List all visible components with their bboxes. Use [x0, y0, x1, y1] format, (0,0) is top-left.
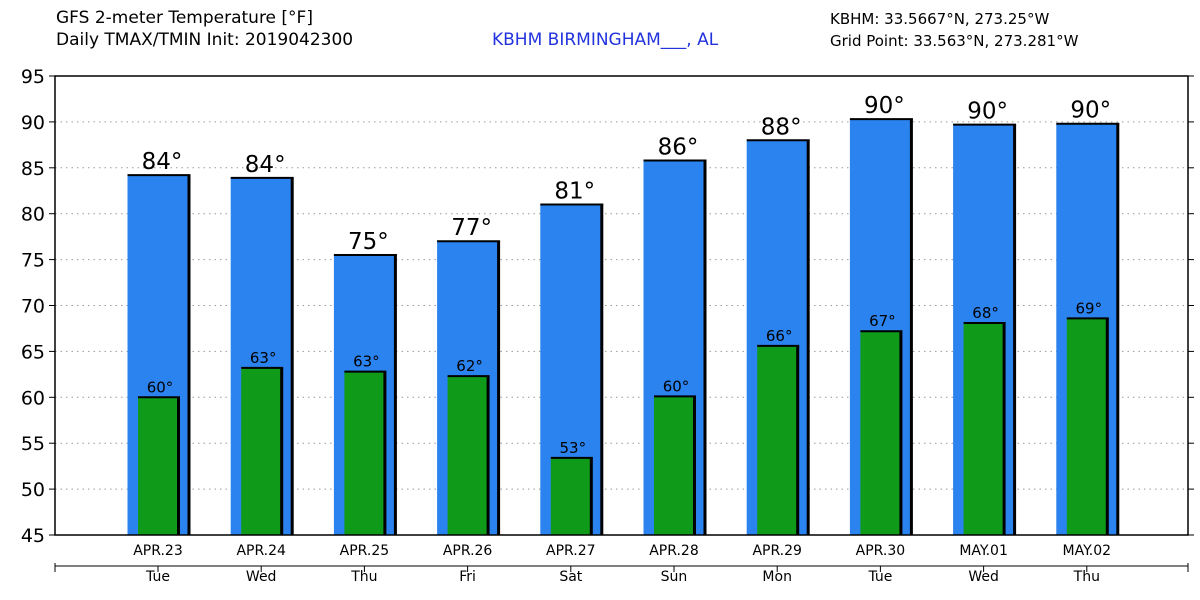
tmax-label: 84° — [245, 152, 286, 178]
tmax-bar-shadow — [1116, 123, 1120, 536]
tmax-label: 81° — [554, 179, 595, 205]
tmax-bar-shadow — [703, 160, 707, 535]
grid-lines — [55, 121, 1188, 490]
y-tick-label: 75 — [21, 250, 45, 272]
tmin-bar-shadow — [1002, 322, 1006, 535]
weekday-label: Thu — [1073, 569, 1100, 585]
tmax-label: 86° — [658, 134, 699, 160]
tmin-bar-shadow — [177, 397, 180, 535]
y-tick-label: 95 — [21, 66, 45, 88]
tmin-bar-shadow — [1105, 318, 1109, 535]
tmin-bar — [654, 396, 694, 535]
y-tick-label: 55 — [21, 433, 45, 455]
tmax-bar-shadow — [600, 204, 604, 535]
weekday-label: Sun — [661, 569, 688, 585]
tmin-label: 60° — [147, 378, 174, 396]
date-label: APR.23 — [133, 543, 183, 559]
tmax-label: 84° — [142, 149, 183, 175]
tmax-bar-shadow — [1013, 124, 1017, 536]
y-axis: 45 50 55 60 65 70 75 80 85 90 95 — [21, 66, 1194, 547]
weekday-label: Sat — [559, 569, 582, 585]
tmin-label: 67° — [869, 312, 896, 330]
bars: 84° 60° 84° 63° 75° 63° 77° 62° 81° 53° 86° 60° 88° 6… — [127, 93, 1120, 536]
y-tick-label: 85 — [21, 158, 45, 180]
weekday-label: Thu — [350, 569, 377, 585]
y-tick-label: 45 — [21, 525, 45, 547]
tmin-label: 62° — [456, 357, 483, 375]
tmax-bar-shadow — [497, 241, 501, 536]
chart-subtitle: Daily TMAX/TMIN Init: 2019042300 — [56, 30, 354, 50]
grid-point-coordinates: Grid Point: 33.563°N, 273.281°W — [830, 32, 1079, 50]
y-tick-label: 90 — [21, 112, 45, 134]
date-label: APR.29 — [752, 543, 802, 559]
station-coordinates: KBHM: 33.5667°N, 273.25°W — [830, 10, 1050, 28]
tmax-label: 77° — [451, 215, 492, 241]
weekday-label: Wed — [246, 569, 277, 585]
date-label: APR.26 — [443, 543, 493, 559]
y-tick-label: 65 — [21, 341, 45, 363]
y-tick-label: 50 — [21, 479, 45, 501]
weekday-label: Tue — [867, 569, 892, 585]
tmax-label: 90° — [864, 93, 905, 119]
tmin-label: 66° — [766, 327, 793, 345]
tmin-bar-shadow — [899, 331, 903, 535]
tmin-bar — [447, 376, 488, 535]
date-label: APR.24 — [236, 543, 286, 559]
tmin-bar-shadow — [486, 376, 490, 535]
tmin-bar — [757, 345, 798, 535]
tmax-bar-shadow — [909, 119, 913, 536]
tmin-bar-shadow — [589, 457, 593, 535]
tmax-bar-shadow — [806, 140, 810, 535]
tmax-label: 90° — [967, 99, 1008, 125]
tmin-label: 63° — [250, 349, 277, 367]
tmin-bar — [138, 397, 178, 535]
date-label: APR.30 — [856, 543, 906, 559]
tmin-bar — [963, 322, 1004, 535]
station-name: KBHM BIRMINGHAM___, AL — [492, 30, 719, 50]
tmin-label: 63° — [353, 353, 380, 371]
y-tick-label: 70 — [21, 296, 45, 318]
weekday-label: Fri — [459, 569, 476, 585]
tmax-bar-shadow — [393, 255, 397, 535]
tmax-label: 90° — [1070, 98, 1111, 124]
chart-title: GFS 2-meter Temperature [°F] — [56, 8, 313, 28]
weekday-label: Wed — [968, 569, 999, 585]
tmin-label: 60° — [663, 377, 690, 395]
date-label: MAY.01 — [959, 543, 1008, 559]
date-label: MAY.02 — [1063, 543, 1112, 559]
tmin-bar — [550, 457, 591, 535]
date-label: APR.28 — [649, 543, 699, 559]
date-label: APR.27 — [546, 543, 596, 559]
tmin-bar-shadow — [280, 367, 284, 535]
tmin-label: 53° — [560, 439, 587, 457]
tmin-bar — [860, 331, 901, 535]
weekday-label: Tue — [145, 569, 170, 585]
tmin-bar — [344, 371, 385, 535]
tmin-label: 69° — [1076, 299, 1103, 317]
tmin-bar-shadow — [693, 396, 696, 535]
tmin-label: 68° — [972, 304, 999, 322]
tmax-label: 75° — [348, 229, 389, 255]
tmin-bar — [1066, 318, 1107, 535]
tmin-bar-shadow — [383, 371, 387, 535]
tmax-label: 88° — [761, 114, 802, 140]
tmin-bar-shadow — [796, 345, 800, 535]
y-tick-label: 60 — [21, 387, 45, 409]
tmax-bar-shadow — [187, 175, 191, 536]
tmax-bar-shadow — [290, 177, 294, 535]
weekday-label: Mon — [762, 569, 792, 585]
tmin-bar — [241, 367, 282, 535]
y-tick-label: 80 — [21, 204, 45, 226]
x-axis: APR.23 Tue APR.24 Wed APR.25 Thu APR.26 Fri APR.… — [54, 543, 1189, 585]
date-label: APR.25 — [340, 543, 390, 559]
